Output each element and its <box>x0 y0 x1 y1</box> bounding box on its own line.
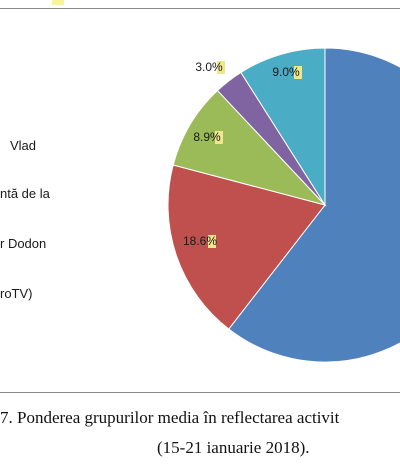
pie-label-4: 3.0% <box>195 60 223 74</box>
pie-label-2: 18.6% <box>183 234 217 248</box>
pie-label-group-4: 3.0% <box>195 60 225 74</box>
legend-entry-1: Vlad <box>10 138 37 153</box>
pie-label-highlight-4 <box>217 61 225 74</box>
pie-label-group-5: 9.0% <box>272 65 302 79</box>
pie-label-highlight-3 <box>215 131 223 144</box>
legend-entry-3: r Dodon <box>0 236 47 251</box>
pie-slice-2 <box>167 164 326 330</box>
pie-slice-3 <box>172 89 327 206</box>
pie-label-group-2: 18.6% <box>183 234 217 248</box>
text-highlight-fragment <box>52 0 64 5</box>
pie-label-highlight-2 <box>208 235 216 248</box>
legend-entry-4: roTV) <box>0 286 33 301</box>
top-divider <box>0 0 400 9</box>
pie-label-5: 9.0% <box>272 65 300 79</box>
legend-entry-2: ntă de la <box>0 186 50 201</box>
pie-label-group-3: 8.9% <box>193 130 223 144</box>
pie-slice-1 <box>228 47 400 363</box>
figure-caption-line-2: (15-21 ianuarie 2018). <box>157 438 310 457</box>
chart-frame <box>0 8 400 393</box>
pie-label-3: 8.9% <box>193 130 221 144</box>
pie-slice-5 <box>240 47 326 207</box>
pie-label-highlight-5 <box>294 66 302 79</box>
figure-caption-line-1: 7. Ponderea grupurilor media în reflecta… <box>0 408 340 427</box>
